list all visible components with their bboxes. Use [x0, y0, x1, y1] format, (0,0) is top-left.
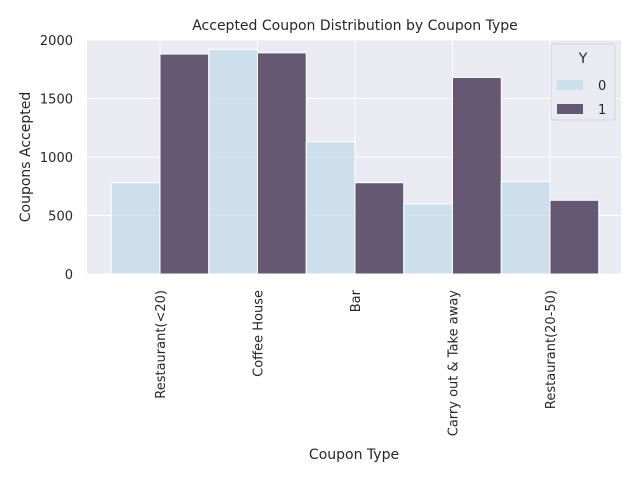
bars: [110, 48, 600, 275]
bar-series-0: [500, 181, 551, 275]
bar-series-1: [159, 53, 210, 275]
bar-series-0: [208, 48, 258, 275]
legend-label-0: 0: [598, 79, 606, 94]
bar-series-1: [452, 76, 502, 275]
bar-series-0: [403, 203, 453, 275]
x-tick-label: Restaurant(20-50): [544, 290, 559, 409]
y-tick-label: 0: [65, 268, 73, 283]
bar-series-1: [354, 182, 405, 275]
legend-swatch-0: [557, 80, 583, 90]
x-tick-label: Bar: [349, 289, 364, 312]
bar-series-1: [549, 199, 600, 275]
y-tick-label: 1500: [40, 93, 73, 108]
legend: Y 0 1: [550, 43, 616, 121]
bar-series-0: [110, 182, 161, 275]
y-tick-label: 2000: [40, 34, 73, 49]
legend-swatch-1: [557, 104, 583, 114]
x-tick-label: Restaurant(<20): [154, 290, 169, 399]
bar-series-0: [305, 141, 356, 275]
x-tick-labels: Restaurant(<20) Coffee House Bar Carry out …: [154, 289, 559, 436]
x-axis-label: Coupon Type: [309, 447, 399, 463]
legend-title: Y: [578, 51, 588, 67]
x-tick-label: Carry out & Take away: [447, 290, 462, 437]
chart-title: Accepted Coupon Distribution by Coupon T…: [192, 18, 518, 34]
y-tick-label: 500: [48, 210, 73, 225]
y-tick-label: 1000: [40, 151, 73, 166]
x-tick-label: Coffee House: [252, 290, 267, 377]
y-axis-label: Coupons Accepted: [18, 92, 34, 223]
bar-series-1: [257, 52, 307, 275]
legend-label-1: 1: [598, 103, 606, 118]
y-tick-labels: 0 500 1000 1500 2000: [40, 34, 73, 283]
